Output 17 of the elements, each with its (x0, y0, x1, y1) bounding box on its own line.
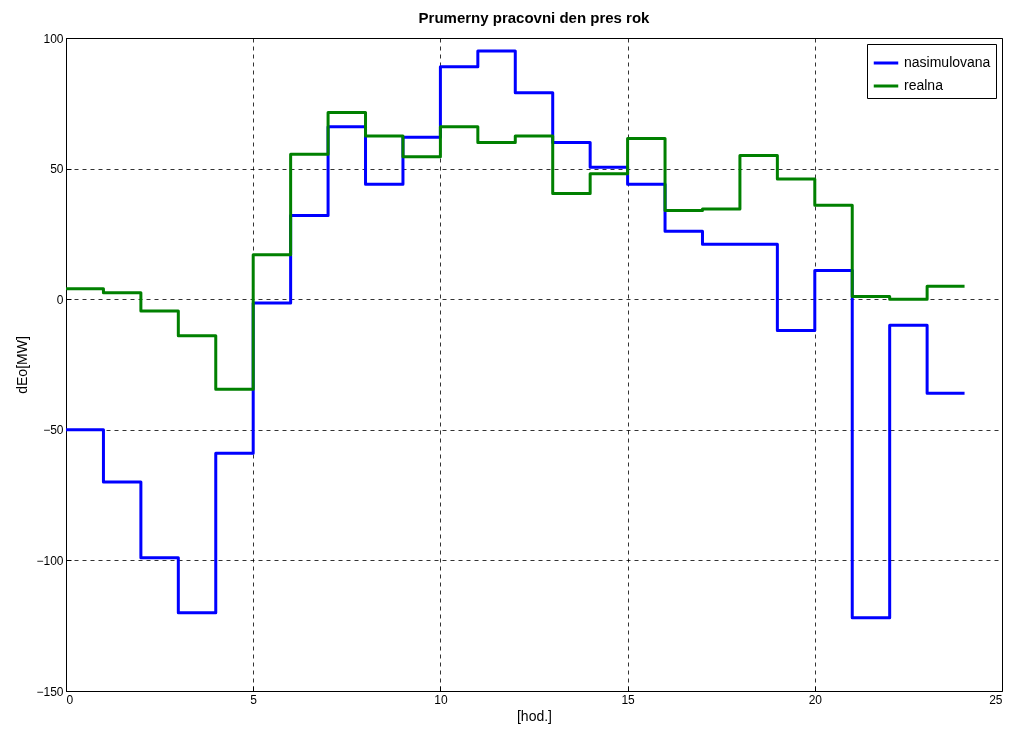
legend-label: nasimulovana (904, 54, 991, 70)
x-tick-label: 15 (621, 692, 636, 707)
y-tick-label: 100 (43, 31, 64, 46)
chart-title: Prumerny pracovni den pres rok (418, 9, 651, 26)
x-tick-label: 0 (66, 692, 74, 707)
legend-label: realna (904, 77, 944, 93)
y-tick-label: 50 (50, 162, 64, 177)
x-tick-label: 25 (989, 692, 1003, 707)
y-axis-title: dEo[MW] (14, 336, 31, 394)
x-tick-label: 20 (808, 692, 823, 707)
x-tick-label: 10 (434, 692, 448, 707)
y-tick-label: −150 (36, 684, 64, 699)
y-tick-label: −50 (43, 423, 64, 438)
y-tick-label: 0 (56, 292, 64, 307)
y-tick-label: −100 (36, 553, 64, 568)
x-tick-label: 5 (250, 692, 258, 707)
x-axis-title: [hod.] (516, 707, 553, 724)
